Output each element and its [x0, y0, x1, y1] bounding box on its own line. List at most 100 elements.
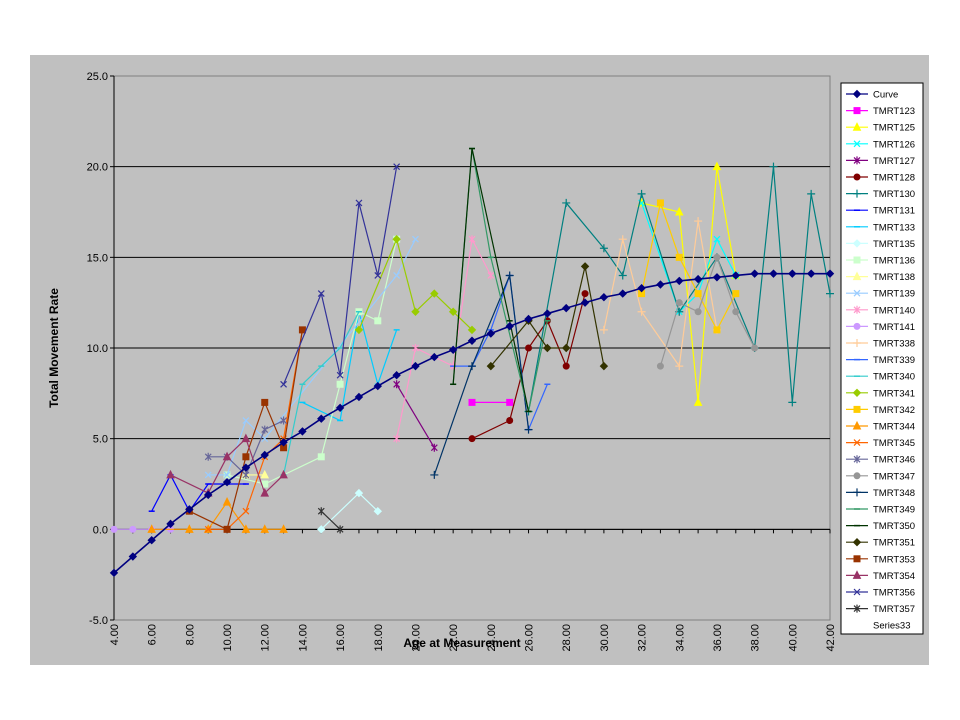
series-layer	[109, 147, 835, 578]
legend-item: TMRT356	[846, 588, 915, 599]
legend-item: TMRT348	[846, 488, 915, 499]
data-point	[581, 290, 589, 298]
data-point	[580, 262, 590, 271]
series-tmrt135	[317, 488, 382, 534]
data-point	[505, 322, 514, 331]
data-point	[335, 403, 345, 413]
data-point	[751, 344, 759, 352]
legend-label: TMRT139	[873, 289, 915, 300]
data-point	[354, 392, 364, 402]
data-point	[261, 398, 269, 406]
data-point	[109, 568, 119, 578]
legend-label: TMRT356	[873, 588, 915, 599]
legend-swatch-marker	[853, 107, 861, 115]
data-point	[374, 272, 382, 279]
x-tick-label: 42.00	[825, 624, 837, 652]
data-point	[185, 524, 194, 533]
chart-area: -5.0 0.0 5.0 10.0 15.0 20.0 25.0 4.00 6.00 8.00 10…	[30, 55, 929, 665]
data-point	[656, 199, 664, 207]
series-line	[527, 166, 831, 412]
data-point	[260, 450, 269, 460]
series-line	[452, 148, 530, 412]
legend-swatch-marker	[853, 322, 861, 330]
data-point	[222, 451, 232, 461]
legend-item: TMRT135	[846, 239, 915, 250]
series-curve	[109, 269, 835, 578]
data-point	[261, 435, 269, 443]
data-point	[430, 352, 439, 362]
data-point	[241, 433, 251, 443]
data-point	[712, 161, 722, 171]
y-tick-label: 20.0	[87, 162, 108, 174]
series-tmrt123	[468, 398, 514, 406]
data-point	[599, 244, 608, 253]
data-point	[732, 308, 740, 316]
data-point	[411, 361, 420, 371]
data-point	[618, 271, 627, 280]
legend-label: TMRT345	[873, 438, 915, 449]
y-tick-label: 5.0	[93, 434, 108, 446]
legend-item: TMRT140	[846, 305, 915, 316]
data-point	[732, 290, 740, 298]
series-line	[433, 273, 530, 476]
data-point	[393, 434, 401, 443]
x-tick-label: 30.00	[599, 624, 611, 652]
legend-swatch-marker	[852, 89, 862, 99]
legend-item: TMRT133	[846, 222, 915, 233]
data-point	[354, 325, 364, 335]
data-point	[393, 380, 401, 389]
series-tmrt341	[354, 234, 477, 335]
data-point	[713, 253, 721, 261]
legend-swatch-marker	[853, 488, 861, 497]
data-point	[769, 269, 778, 278]
data-point	[806, 269, 816, 278]
series-line	[640, 200, 737, 332]
legend-swatch-marker	[853, 189, 861, 198]
data-point	[280, 416, 288, 425]
data-point	[637, 283, 646, 293]
data-point	[373, 381, 382, 391]
legend-swatch-marker	[853, 305, 861, 314]
legend-label: TMRT344	[873, 422, 915, 433]
legend-swatch-marker	[853, 339, 861, 347]
data-point	[298, 326, 306, 334]
legend-swatch-marker	[853, 588, 861, 596]
data-point	[129, 525, 137, 533]
legend-item: TMRT354	[846, 570, 915, 582]
legend-swatch-marker	[853, 455, 861, 464]
x-tick-label: 8.00	[184, 624, 196, 645]
legend-swatch-marker	[853, 173, 861, 181]
legend-swatch-marker	[852, 122, 862, 131]
legend-item: TMRT349	[846, 505, 915, 516]
data-point	[317, 453, 325, 461]
legend-label: TMRT123	[873, 106, 915, 117]
data-point	[317, 507, 325, 516]
data-point	[656, 280, 665, 289]
data-point	[128, 552, 138, 561]
data-point	[486, 329, 496, 338]
x-tick-label: 36.00	[712, 624, 724, 652]
data-point	[506, 398, 514, 406]
series-line	[283, 166, 398, 385]
legend-label: TMRT349	[873, 505, 915, 516]
legend-label: TMRT127	[873, 156, 915, 167]
data-point	[448, 345, 458, 355]
data-point	[317, 414, 326, 423]
legend-item: TMRT350	[846, 521, 915, 532]
data-point	[279, 524, 288, 533]
y-tick-label: 25.0	[87, 71, 108, 83]
x-tick-label: 32.00	[637, 624, 649, 652]
series-tmrt357	[317, 507, 344, 534]
legend-item: TMRT339	[846, 355, 915, 366]
legend-item: TMRT353	[846, 554, 915, 565]
data-point	[223, 471, 231, 479]
x-tick-label: 22.00	[448, 624, 460, 652]
data-point	[222, 497, 232, 506]
series-tmrt350	[450, 147, 532, 413]
legend-item: TMRT344	[846, 420, 915, 433]
data-point	[562, 198, 571, 207]
legend-label: TMRT341	[873, 388, 915, 399]
data-point	[769, 162, 778, 171]
data-point	[694, 308, 702, 316]
legend: Curve TMRT123 TMRT125 TMRT126 TMRT127 TMRT128…	[840, 82, 924, 635]
